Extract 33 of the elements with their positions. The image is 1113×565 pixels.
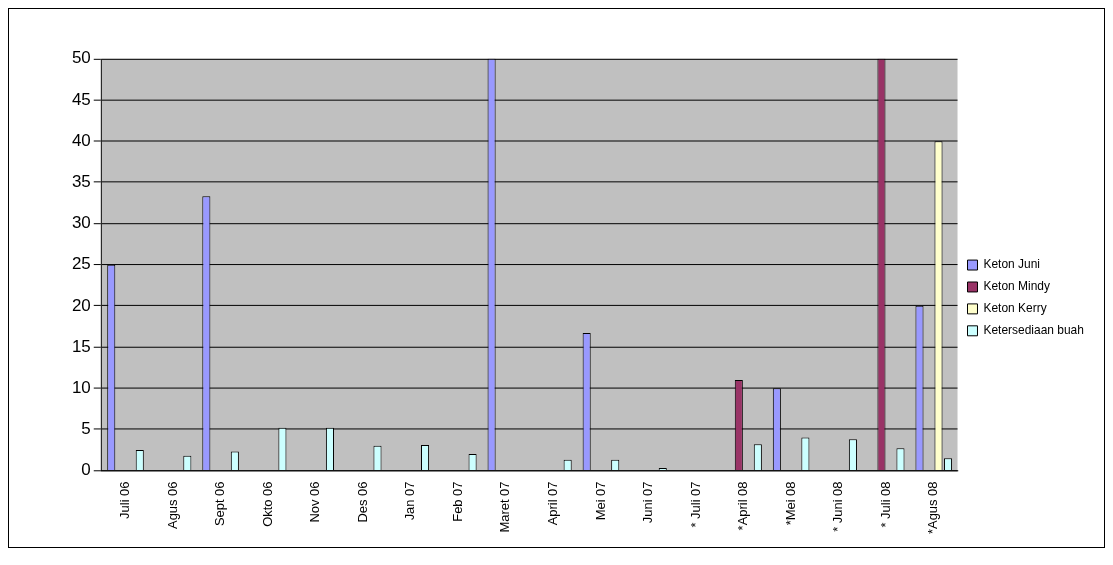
- y-tick-label: 0: [81, 460, 91, 480]
- x-tick-label: *Mei 08: [782, 481, 798, 526]
- x-tick-label: Des 06: [354, 481, 370, 523]
- x-tick-label: Juli 06: [117, 481, 133, 519]
- x-tick-label: * Juli 07: [687, 481, 703, 528]
- x-tick-label: Sept 06: [212, 481, 228, 527]
- x-tick-label: Agus 06: [164, 481, 180, 529]
- legend-label: Ketersediaan buah: [983, 323, 1084, 338]
- y-tick-label: 25: [71, 254, 91, 274]
- y-tick-label: 5: [81, 419, 91, 439]
- y-tick-label: 20: [71, 295, 91, 315]
- x-tick-label: April 07: [544, 481, 560, 526]
- x-tick-label: Nov 06: [307, 481, 323, 523]
- legend-label: Keton Juni: [983, 257, 1041, 272]
- x-tick-label: Maret 07: [497, 481, 513, 533]
- y-tick-label: 35: [71, 172, 91, 191]
- x-tick-label: *April 08: [735, 481, 751, 531]
- y-tick-label: 30: [71, 213, 91, 233]
- x-tick-label: Okto 06: [259, 481, 275, 527]
- x-tick-label: * Juni 08: [830, 481, 846, 532]
- x-tick-label: Jan 07: [402, 481, 418, 521]
- y-tick-label: 10: [71, 377, 91, 397]
- y-tick-label: 50: [71, 48, 91, 68]
- y-tick-label: 15: [71, 336, 91, 356]
- x-tick-label: Feb 07: [449, 481, 465, 522]
- x-tick-label: Juni 07: [640, 481, 656, 524]
- legend-label: Keton Mindy: [983, 279, 1050, 294]
- y-tick-label: 40: [71, 130, 91, 150]
- x-tick-label: * Juli 08: [877, 481, 893, 528]
- x-tick-label: *Agus 08: [925, 481, 941, 535]
- legend-label: Keton Kerry: [983, 301, 1047, 316]
- x-tick-label: Mei 07: [592, 481, 608, 521]
- y-tick-label: 45: [71, 89, 91, 109]
